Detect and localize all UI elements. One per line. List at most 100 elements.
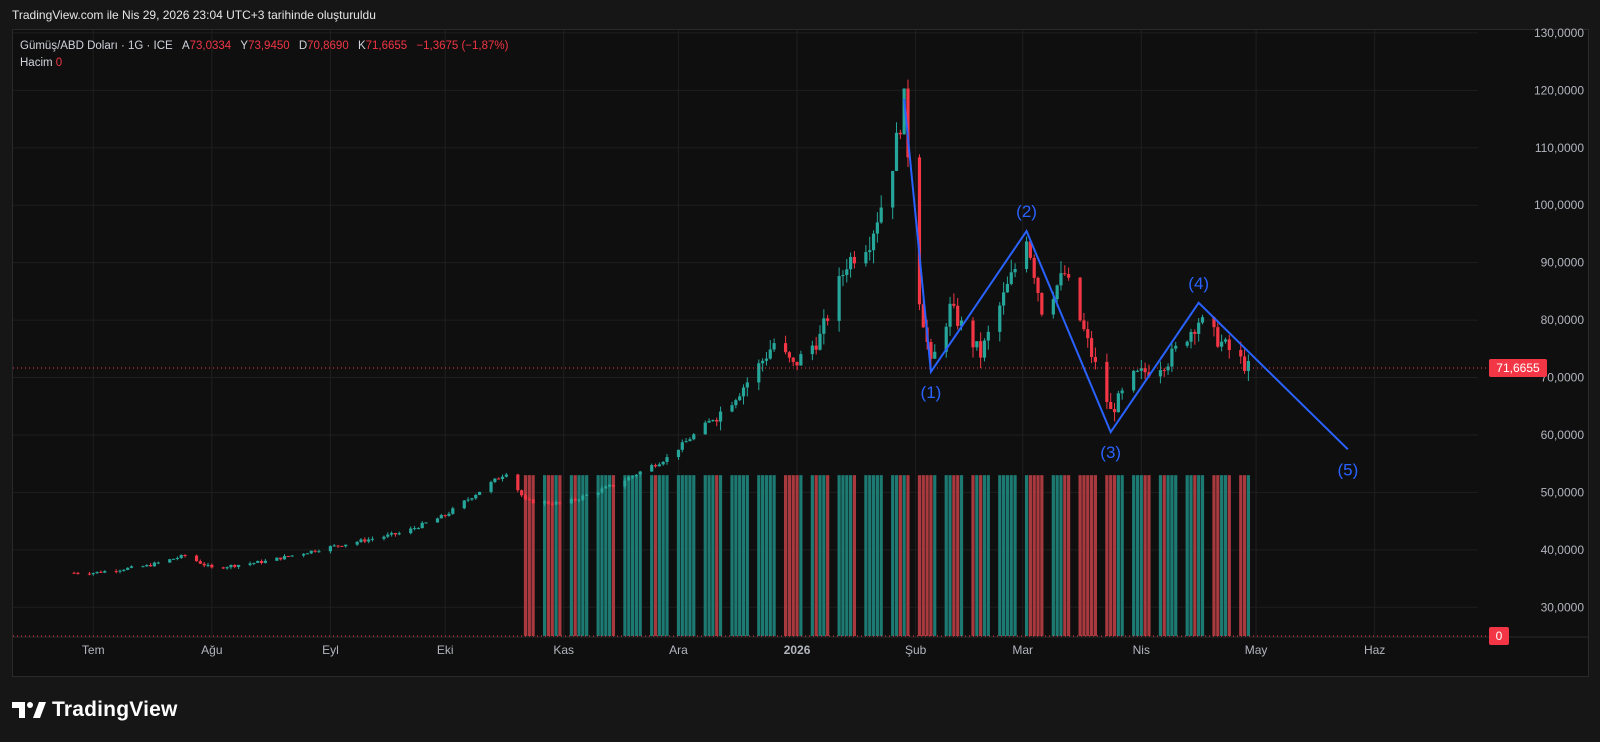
- candle-body: [959, 320, 964, 326]
- volume-bar: [959, 475, 964, 636]
- symbol-title[interactable]: Gümüş/ABD Doları · 1G · ICE: [20, 40, 173, 52]
- volume-bar: [986, 475, 990, 636]
- candle-body: [462, 500, 466, 509]
- candle-body: [1220, 341, 1224, 347]
- candle-body: [554, 502, 558, 505]
- volume-bar: [768, 475, 772, 636]
- high-value: 73,9450: [248, 40, 290, 52]
- candle-body: [1013, 268, 1017, 273]
- candle-body: [879, 207, 883, 223]
- candle-body: [233, 564, 237, 567]
- candle-body: [795, 361, 799, 366]
- y-tick-label: 110,0000: [1535, 141, 1584, 155]
- candle-body: [210, 564, 214, 568]
- candle-body: [558, 502, 562, 504]
- volume-label[interactable]: Hacim: [20, 57, 53, 69]
- candle-body: [1239, 349, 1243, 357]
- volume-bar: [979, 475, 983, 636]
- candle-body: [145, 565, 149, 567]
- volume-bar: [1239, 475, 1243, 636]
- volume-bar: [1143, 475, 1147, 636]
- candle-body: [520, 490, 524, 496]
- candle-body: [623, 480, 627, 487]
- volume-bar: [845, 475, 849, 636]
- candle-body: [256, 560, 260, 563]
- volume-bar: [871, 475, 876, 636]
- candle-body: [1132, 370, 1136, 391]
- volume-bar: [657, 475, 661, 636]
- volume-bar: [956, 475, 960, 636]
- candle-body: [1135, 370, 1140, 372]
- candle-body: [1227, 339, 1231, 350]
- volume-bar: [1028, 475, 1032, 636]
- volume-bar: [661, 475, 665, 636]
- volume-bar: [650, 475, 654, 636]
- brand-logo[interactable]: TradingView: [12, 698, 178, 722]
- candle-body: [585, 494, 589, 496]
- candle-body: [864, 252, 868, 264]
- volume-bar: [868, 475, 872, 636]
- candle-body: [91, 573, 95, 575]
- x-tick-label: Ağu: [201, 643, 222, 657]
- x-tick-label: Eki: [437, 643, 454, 657]
- volume-bar: [1055, 475, 1059, 636]
- candle-body: [1174, 345, 1178, 349]
- y-tick-label: 40,0000: [1541, 543, 1585, 557]
- candle-body: [741, 387, 746, 397]
- candle-body: [952, 303, 956, 306]
- candle-body: [1189, 331, 1193, 342]
- candle-body: [906, 88, 910, 158]
- volume-bar: [676, 475, 681, 636]
- candle-body: [126, 567, 130, 570]
- candle-body: [581, 495, 585, 500]
- candle-body: [1024, 241, 1029, 269]
- volume-bar: [546, 475, 551, 636]
- candle-body: [103, 571, 107, 573]
- candle-body: [1112, 409, 1117, 413]
- candle-body: [933, 351, 937, 359]
- candle-body: [826, 318, 830, 321]
- candle-body: [917, 157, 922, 305]
- volume-bar: [688, 475, 692, 636]
- candle-body: [971, 320, 975, 348]
- candle-body: [198, 561, 202, 564]
- candle-body: [982, 340, 987, 358]
- candle-body: [787, 352, 791, 358]
- candle-body: [849, 256, 853, 270]
- candle-body: [738, 396, 742, 401]
- volume-bar: [1032, 475, 1036, 636]
- volume-bar: [741, 475, 746, 636]
- volume-bar: [653, 475, 658, 636]
- candle-body: [252, 562, 256, 564]
- volume-bar: [1040, 475, 1044, 636]
- candle-body: [1139, 368, 1143, 371]
- volume-bar: [1059, 475, 1063, 636]
- candle-body: [248, 563, 252, 565]
- candle-body: [1051, 299, 1055, 315]
- candle-body: [711, 419, 715, 421]
- volume-bar: [891, 475, 895, 636]
- volume-bar: [1002, 475, 1006, 636]
- volume-bar: [1189, 475, 1193, 636]
- volume-bar: [1185, 475, 1189, 636]
- candle-body: [435, 518, 440, 523]
- volume-bar: [1112, 475, 1117, 636]
- candle-body: [707, 420, 711, 423]
- candle-body: [302, 553, 306, 556]
- volume-bar: [711, 475, 715, 636]
- candle-body: [1162, 370, 1166, 372]
- volume-bar: [634, 475, 638, 636]
- volume-bar: [703, 475, 707, 636]
- volume-bar: [1120, 475, 1124, 636]
- candle-body: [680, 442, 684, 450]
- volume-bar: [684, 475, 688, 636]
- candle-body: [229, 564, 233, 568]
- candle-body: [1212, 317, 1216, 328]
- volume-bar: [558, 475, 562, 636]
- candle-body: [1082, 320, 1086, 330]
- candle-body: [1078, 277, 1082, 321]
- volume-bar: [550, 475, 554, 636]
- candle-body: [768, 349, 772, 359]
- candle-body: [424, 522, 428, 524]
